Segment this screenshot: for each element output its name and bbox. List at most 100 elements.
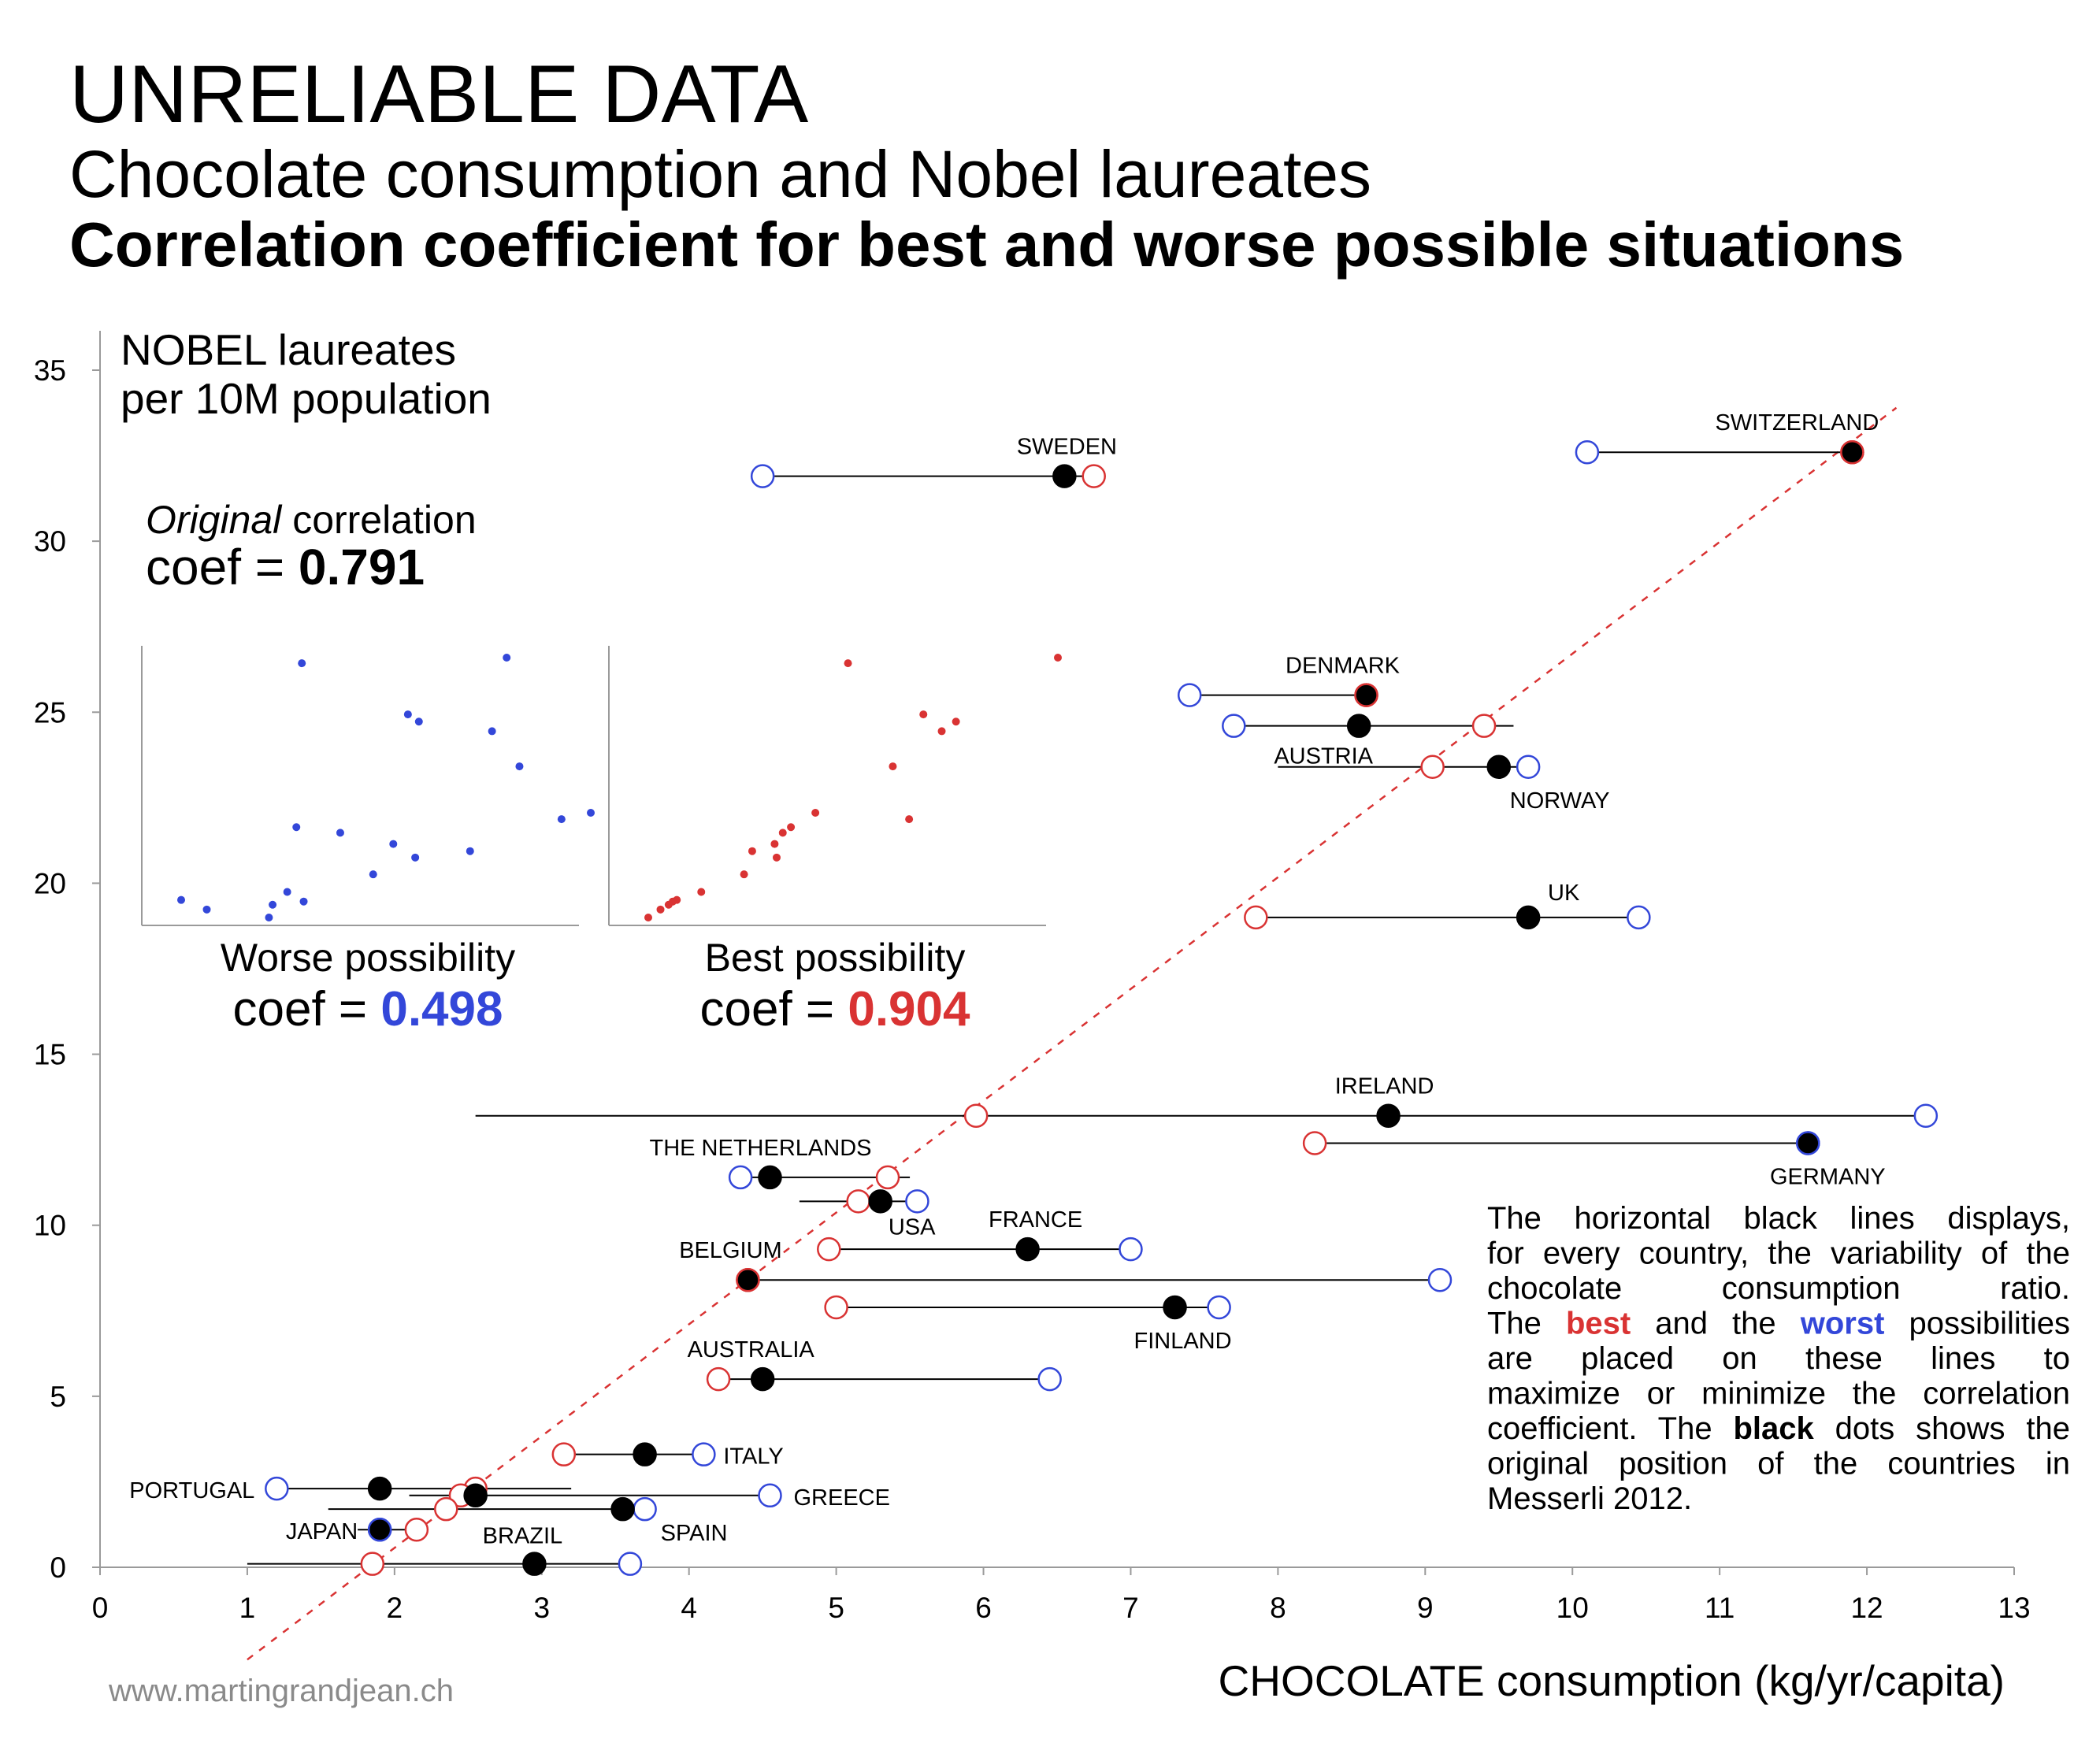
country-norway: NORWAY <box>1278 755 1610 814</box>
austria-label: AUSTRIA <box>1274 744 1373 769</box>
france-original-point <box>1015 1236 1040 1262</box>
inset-best-point-finland <box>772 853 781 862</box>
country-the-netherlands: THE NETHERLANDS <box>650 1136 911 1190</box>
original-coef-value: 0.791 <box>299 539 425 595</box>
inset-worse-points <box>177 654 595 921</box>
finland-best-point <box>824 1295 848 1320</box>
country-uk: UK <box>1244 881 1651 930</box>
x-tick-label-0: 0 <box>92 1592 109 1624</box>
note-segment: best <box>1566 1307 1631 1341</box>
note-segment: worst <box>1800 1307 1885 1341</box>
inset-best-point-austria <box>952 717 960 726</box>
country-spain: SPAIN <box>328 1496 728 1546</box>
note-segment: Messerli 2012. <box>1487 1481 1692 1516</box>
country-sweden: SWEDEN <box>750 435 1117 488</box>
note-segment: The <box>1487 1307 1566 1341</box>
note-segment: The horizontal black lines displays, <box>1487 1201 2070 1236</box>
y-tick-label-15: 15 <box>34 1039 66 1071</box>
note-line-4: The best and the worst possibilities <box>1487 1307 2070 1341</box>
ireland-original-point <box>1376 1103 1401 1128</box>
inset-worst-point-portugal <box>177 895 185 904</box>
country-usa: USA <box>799 1189 936 1240</box>
country-belgium: BELGIUM <box>679 1238 1453 1292</box>
inset-best-point-france <box>770 840 779 848</box>
inset-worst-point-the-netherlands <box>292 823 301 832</box>
inset-best-point-denmark <box>919 710 928 719</box>
credit-url: www.martingrandjean.ch <box>108 1674 454 1708</box>
original-label-rest: correlation <box>281 498 476 542</box>
inset-worse-coef-prefix: coef = <box>232 982 380 1036</box>
x-tick-label-8: 8 <box>1270 1592 1286 1624</box>
country-japan: JAPAN <box>286 1517 429 1544</box>
country-finland: FINLAND <box>824 1295 1232 1354</box>
note-segment: possibilities <box>1884 1307 2070 1341</box>
x-tick-label-11: 11 <box>1705 1592 1735 1624</box>
inset-worst-point-brazil <box>265 914 273 921</box>
finland-label: FINLAND <box>1133 1329 1231 1354</box>
country-italy: ITALY <box>551 1442 784 1470</box>
inset-worst-point-austria <box>414 717 423 726</box>
finland-worst-point <box>1207 1295 1231 1320</box>
australia-label: AUSTRALIA <box>688 1337 815 1363</box>
finland-original-point <box>1163 1295 1187 1320</box>
france-label: FRANCE <box>989 1207 1082 1233</box>
norway-label: NORWAY <box>1510 788 1610 814</box>
inset-best-coef-prefix: coef = <box>699 982 848 1036</box>
inset-worst-point-belgium <box>466 847 474 855</box>
germany-original-point <box>1796 1131 1820 1155</box>
the-netherlands-best-point <box>875 1165 900 1190</box>
ireland-worst-point <box>1913 1103 1939 1128</box>
norway-original-point <box>1486 755 1512 780</box>
the-netherlands-label: THE NETHERLANDS <box>650 1136 872 1161</box>
inset-best-point-sweden <box>844 659 852 668</box>
inset-plots: Worse possibility coef = 0.498 Best poss… <box>141 646 1062 1036</box>
germany-best-point <box>1302 1131 1327 1155</box>
x-tick-label-1: 1 <box>239 1592 256 1624</box>
inset-best-point-norway <box>937 727 946 736</box>
country-denmark: DENMARK <box>1177 654 1401 707</box>
france-best-point <box>817 1236 841 1262</box>
spain-worst-point <box>633 1496 657 1522</box>
uk-best-point <box>1244 905 1268 930</box>
the-netherlands-original-point <box>758 1165 782 1190</box>
y-tick-label-5: 5 <box>50 1381 66 1413</box>
x-tick-label-7: 7 <box>1122 1592 1139 1624</box>
y-tick-label-25: 25 <box>34 696 66 729</box>
note-segment: coefficient. The <box>1487 1411 1733 1446</box>
note-segment: maximize or minimize the correlation <box>1487 1377 2070 1411</box>
x-tick-label-2: 2 <box>387 1592 403 1624</box>
inset-best-point-spain <box>664 900 673 909</box>
spain-original-point <box>610 1496 635 1522</box>
note-line-1: The horizontal black lines displays, <box>1487 1201 2070 1236</box>
y-tick-label-0: 0 <box>50 1552 66 1584</box>
brazil-original-point <box>522 1552 547 1576</box>
y-axis-label-line-1: NOBEL laureates <box>121 325 456 374</box>
inset-worst-point-finland <box>411 853 420 862</box>
norway-best-point <box>1420 755 1445 780</box>
chart-subtitle-bold: Correlation coefficient for best and wor… <box>69 209 1904 280</box>
inset-worse: Worse possibility coef = 0.498 <box>141 646 595 1036</box>
chart-subtitle: Chocolate consumption and Nobel laureate… <box>69 137 1371 211</box>
country-germany: GERMANY <box>1302 1131 1886 1189</box>
japan-best-point <box>404 1517 429 1542</box>
inset-best-point-usa <box>778 829 787 837</box>
uk-worst-point <box>1627 905 1651 930</box>
x-tick-label-4: 4 <box>681 1592 697 1624</box>
x-tick-label-10: 10 <box>1556 1592 1589 1624</box>
trend-line <box>247 406 1898 1661</box>
inset-worst-point-greece <box>299 897 308 906</box>
inset-best-point-japan <box>656 905 665 914</box>
inset-worst-point-spain <box>269 900 277 909</box>
spain-label: SPAIN <box>661 1521 728 1546</box>
belgium-worst-point <box>1427 1267 1453 1292</box>
the-netherlands-worst-point <box>728 1165 753 1190</box>
country-france: FRANCE <box>817 1207 1143 1262</box>
sweden-label: SWEDEN <box>1017 435 1117 460</box>
trend-dashed-line <box>247 406 1898 1661</box>
france-worst-point <box>1119 1236 1143 1262</box>
note-segment: chocolate consumption ratio. <box>1487 1271 2070 1306</box>
inset-best-coef-value: 0.904 <box>848 982 970 1036</box>
note-segment: original position of the countries in <box>1487 1447 2070 1481</box>
explanation-note: The horizontal black lines displays,for … <box>1487 1201 2070 1516</box>
